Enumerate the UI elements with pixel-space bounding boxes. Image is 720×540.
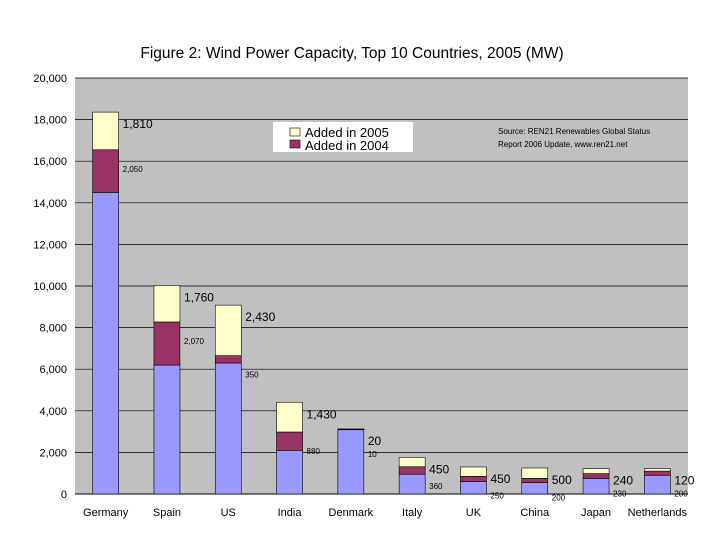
bar-segment-2004: [460, 476, 487, 482]
bar-segment-2005: [460, 466, 487, 477]
bar-segment-base: [521, 482, 549, 495]
data-label-2005: 500: [552, 473, 572, 487]
legend-label-2005: Added in 2005: [305, 125, 389, 140]
bar-segment-base: [92, 192, 119, 495]
bar-segment-base: [276, 450, 303, 495]
source-note-line-1: Source: REN21 Renewables Global Status: [498, 127, 650, 136]
bar-segment-2004: [521, 478, 549, 483]
y-tick-label: 20,000: [33, 73, 67, 85]
legend-swatch-2005: [289, 127, 301, 137]
data-label-2005: 240: [613, 474, 633, 488]
y-tick-label: 14,000: [33, 198, 67, 210]
bar-segment-2005: [644, 468, 671, 472]
bar-segment-2005: [398, 457, 426, 468]
data-label-2004: 230: [613, 490, 627, 499]
bar-segment-base: [460, 481, 487, 495]
bar-segment-2004: [92, 149, 119, 193]
y-tick-label: 8,000: [39, 323, 67, 335]
x-category-label: Spain: [153, 507, 181, 519]
data-label-2005: 1,430: [307, 407, 337, 421]
bar-segment-2005: [214, 304, 242, 356]
data-label-2004: 880: [307, 447, 321, 456]
bar-segment-base: [644, 474, 671, 495]
bar-segment-2005: [337, 428, 365, 430]
x-category-label: Germany: [83, 507, 129, 519]
y-tick-label: 2,000: [39, 447, 67, 459]
bar-segment-base: [153, 364, 181, 495]
data-label-2005: 450: [490, 472, 510, 486]
x-category-label: China: [520, 507, 550, 519]
data-label-2005: 120: [674, 474, 694, 488]
bar-segment-2005: [276, 401, 303, 433]
y-tick-label: 6,000: [39, 364, 67, 376]
data-label-2005: 1,810: [123, 117, 153, 131]
data-label-2004: 360: [429, 482, 443, 491]
data-label-2004: 350: [245, 371, 259, 380]
bar-segment-2004: [153, 321, 181, 366]
legend-label-2004: Added in 2004: [305, 138, 389, 153]
legend-swatch-2004: [289, 139, 301, 149]
data-label-2005: 20: [368, 434, 382, 448]
bar-segment-2004: [644, 470, 671, 476]
x-category-label: Denmark: [329, 507, 374, 519]
data-label-2005: 1,760: [184, 290, 214, 304]
data-label-2004: 2,050: [123, 165, 144, 174]
bar-segment-base: [214, 362, 242, 495]
data-label-2005: 2,430: [245, 310, 275, 324]
y-tick-label: 10,000: [33, 281, 67, 293]
bar-segment-base: [582, 478, 610, 495]
x-category-label: US: [221, 507, 236, 519]
data-label-2005: 450: [429, 462, 449, 476]
x-category-label: Japan: [581, 507, 611, 519]
data-label-2004: 2,070: [184, 337, 205, 346]
x-category-label: Netherlands: [628, 507, 688, 519]
bar-segment-2004: [276, 431, 303, 451]
y-tick-label: 18,000: [33, 115, 67, 127]
data-label-2004: 10: [368, 450, 377, 459]
bar-segment-2005: [92, 111, 119, 151]
data-label-2004: 200: [552, 493, 566, 502]
bar-segment-2004: [214, 355, 242, 364]
bar-segment-base: [398, 473, 426, 495]
legend: Added in 2005 Added in 2004: [273, 122, 413, 153]
chart-title: Figure 2: Wind Power Capacity, Top 10 Co…: [140, 45, 563, 62]
x-category-label: UK: [466, 507, 482, 519]
bar-segment-2005: [521, 467, 549, 479]
y-tick-label: 0: [61, 489, 67, 501]
x-category-label: Italy: [402, 507, 423, 519]
y-tick-label: 4,000: [39, 406, 67, 418]
source-note-line-2: Report 2006 Update, www.ren21.net: [498, 140, 628, 149]
data-label-2004: 200: [674, 490, 688, 499]
bar-segment-base: [337, 429, 365, 495]
bar-segment-2005: [153, 285, 181, 323]
y-tick-label: 12,000: [33, 239, 67, 251]
y-tick-label: 16,000: [33, 156, 67, 168]
bar-segment-2004: [582, 473, 610, 479]
x-category-label: India: [278, 507, 303, 519]
bar-segment-2005: [582, 468, 610, 474]
bar-segment-2004: [398, 466, 426, 475]
data-label-2004: 250: [490, 491, 504, 500]
